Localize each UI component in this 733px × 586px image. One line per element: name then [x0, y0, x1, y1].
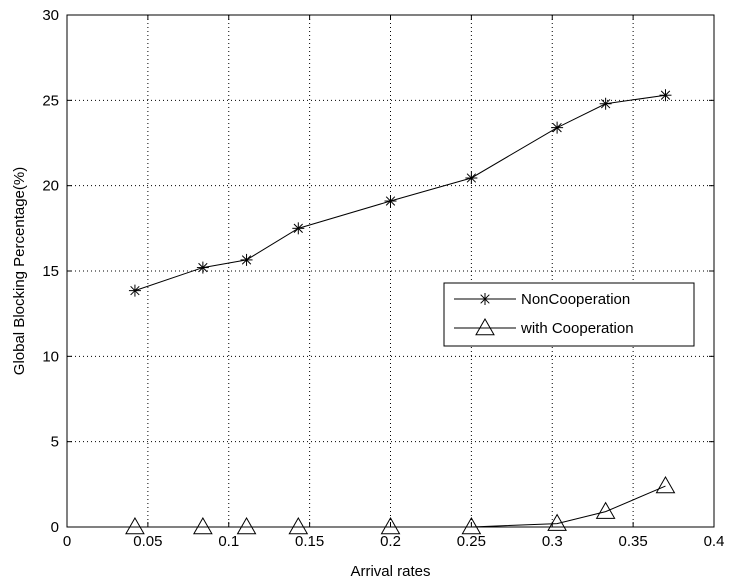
asterisk-stroke — [130, 285, 140, 296]
data-point-with-cooperation — [193, 516, 213, 535]
series-line-noncooperation — [134, 94, 666, 292]
asterisk-stroke — [552, 122, 562, 133]
x-tick-label: 0.1 — [218, 533, 239, 550]
series-noncooperation — [128, 89, 672, 297]
legend-label: NonCooperation — [521, 291, 630, 308]
y-tick-label: 30 — [42, 7, 59, 24]
y-tick-label: 25 — [42, 92, 59, 109]
data-point-with-cooperation — [595, 501, 616, 519]
data-point-noncooperation — [128, 284, 141, 297]
y-tick-label: 10 — [42, 348, 59, 365]
y-tick-label: 15 — [42, 263, 59, 280]
asterisk-stroke — [241, 255, 252, 265]
asterisk-stroke — [466, 173, 477, 183]
data-point-noncooperation — [196, 261, 209, 274]
asterisk-stroke — [385, 196, 396, 206]
data-point-with-cooperation — [125, 516, 145, 535]
data-point-with-cooperation — [288, 516, 309, 535]
y-tick-label: 20 — [42, 178, 59, 195]
x-axis-title: Arrival rates — [350, 563, 430, 580]
data-point-noncooperation — [465, 171, 478, 184]
asterisk-stroke — [660, 90, 671, 100]
y-tick-label: 5 — [51, 434, 59, 451]
legend-marker-asterisk-icon — [479, 293, 491, 305]
data-point-noncooperation — [599, 97, 612, 110]
axis-ticks: 0 0.05 0.1 0.15 0.2 0.25 0.3 0.35 0.4 0 5 10 15 20 25 3… — [42, 7, 724, 550]
legend: NonCooperation with Cooperation — [443, 282, 695, 347]
series-with-cooperation — [125, 476, 676, 535]
x-tick-label: 0.25 — [457, 533, 486, 550]
x-tick-label: 0 — [63, 533, 71, 550]
data-point-with-cooperation — [380, 516, 401, 535]
data-point-noncooperation — [384, 195, 397, 208]
series-layer — [125, 89, 676, 535]
x-tick-label: 0.4 — [704, 533, 725, 550]
data-point-with-cooperation — [236, 516, 257, 535]
data-point-noncooperation — [659, 89, 672, 102]
data-point-with-cooperation — [547, 513, 567, 531]
asterisk-stroke — [600, 99, 611, 109]
legend-label: with Cooperation — [520, 320, 634, 337]
legend-item-noncooperation: NonCooperation — [454, 291, 630, 308]
x-tick-label: 0.15 — [295, 533, 324, 550]
series-line-with-cooperation — [134, 485, 666, 528]
asterisk-stroke — [198, 262, 208, 273]
x-tick-label: 0.2 — [380, 533, 401, 550]
x-tick-label: 0.05 — [133, 533, 162, 550]
grid-lines — [67, 15, 714, 527]
legend-marker-triangle-icon — [475, 317, 495, 336]
x-tick-label: 0.3 — [542, 533, 563, 550]
asterisk-stroke — [480, 294, 490, 304]
data-point-noncooperation — [292, 222, 305, 235]
legend-box — [443, 282, 695, 347]
y-axis-title: Global Blocking Percentage(%) — [11, 167, 28, 375]
x-tick-label: 0.35 — [619, 533, 648, 550]
data-point-with-cooperation — [461, 516, 482, 535]
legend-item-with-cooperation: with Cooperation — [454, 317, 634, 337]
data-point-noncooperation — [240, 253, 253, 266]
legend-items: NonCooperation with Cooperation — [454, 291, 634, 337]
y-tick-label: 0 — [51, 519, 59, 536]
data-point-noncooperation — [551, 121, 564, 134]
data-point-with-cooperation — [655, 476, 676, 494]
asterisk-stroke — [293, 223, 303, 234]
